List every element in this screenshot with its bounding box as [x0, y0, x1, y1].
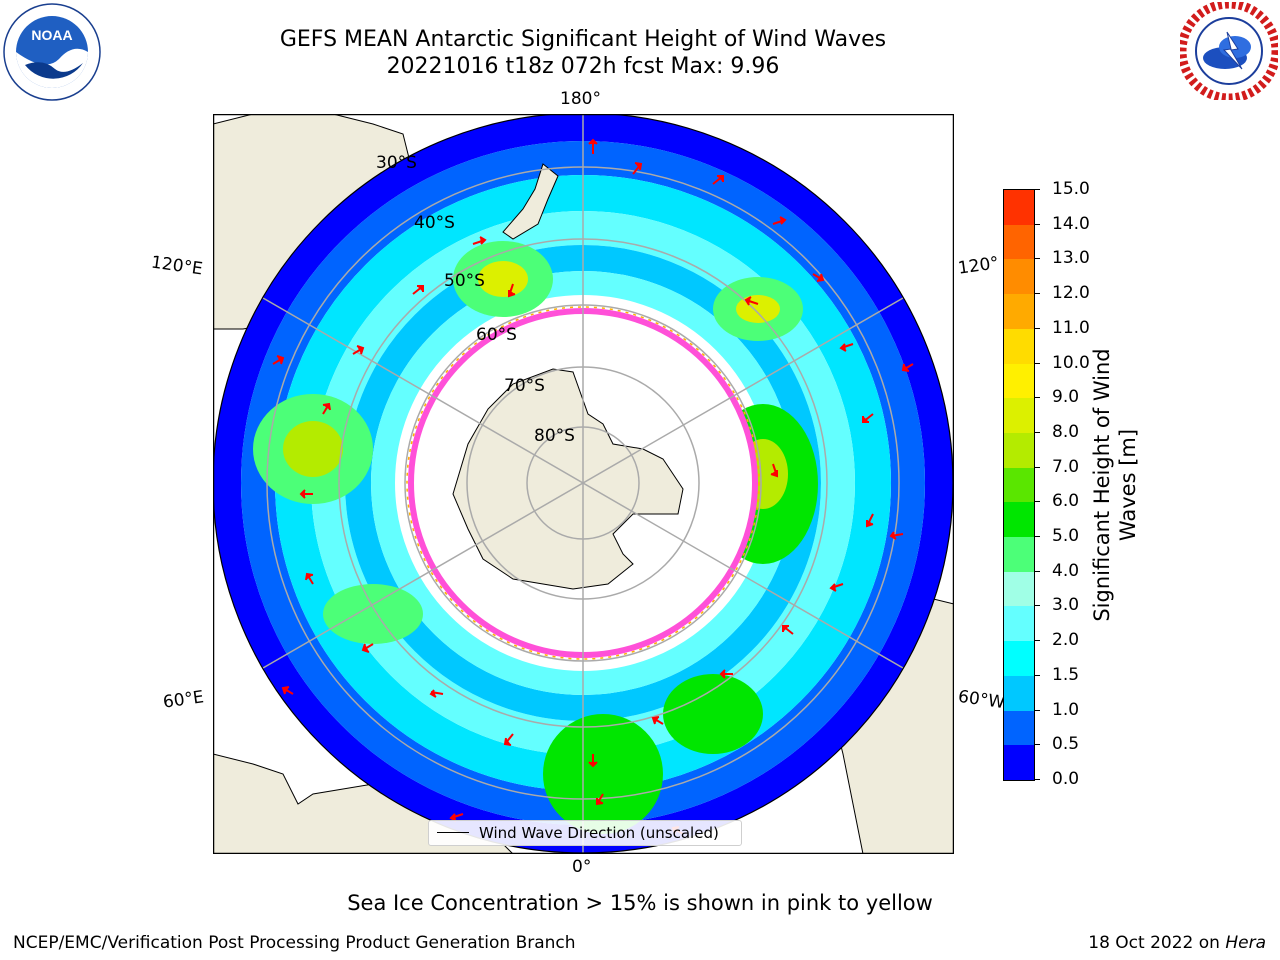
colorbar-segment	[1004, 363, 1034, 399]
colorbar-segment	[1004, 745, 1034, 780]
colorbar-tick-mark	[1034, 674, 1040, 676]
colorbar-tick-label: 11.0	[1052, 317, 1090, 338]
colorbar-segment	[1004, 675, 1034, 711]
colorbar-tick-label: 15.0	[1052, 179, 1090, 199]
colorbar-tick-label: 14.0	[1052, 213, 1090, 234]
colorbar-tick-label: 9.0	[1052, 387, 1080, 408]
footer-date-text: 18 Oct 2022 on	[1088, 933, 1226, 953]
colorbar-tick-label: 4.0	[1052, 560, 1080, 581]
colorbar-segment	[1004, 502, 1034, 538]
lat-label-80s: 80°S	[534, 426, 575, 446]
lat-label-40s: 40°S	[414, 213, 455, 233]
colorbar-segment	[1004, 537, 1034, 572]
lon-label-120w: 120°	[956, 253, 1001, 279]
colorbar-tick-label: 0.5	[1052, 734, 1080, 755]
footer-credit: NCEP/EMC/Verification Post Processing Pr…	[13, 933, 576, 953]
colorbar-tick-mark	[1034, 536, 1040, 538]
colorbar-tick-label: 12.0	[1052, 283, 1090, 304]
polar-map	[212, 113, 955, 855]
lat-label-70s: 70°S	[504, 376, 545, 396]
colorbar-tick-label: 2.0	[1052, 630, 1080, 651]
wind-arrows	[272, 138, 914, 835]
colorbar-tick-label: 8.0	[1052, 421, 1080, 442]
colorbar-tick-mark	[1034, 640, 1040, 642]
colorbar-tick-label: 7.0	[1052, 456, 1080, 477]
colorbar-tick-mark	[1034, 744, 1040, 746]
colorbar-segment	[1004, 641, 1034, 676]
colorbar-tick-label: 10.0	[1052, 352, 1090, 373]
colorbar-tick-mark	[1034, 779, 1040, 780]
colorbar-tick-mark	[1034, 466, 1040, 468]
colorbar-tick-mark	[1034, 605, 1040, 607]
colorbar-tick-label: 6.0	[1052, 491, 1080, 512]
sea-ice-note: Sea Ice Concentration > 15% is shown in …	[347, 891, 933, 915]
nws-logo	[1177, 0, 1280, 103]
noaa-logo-text: NOAA	[31, 27, 72, 43]
map-panel	[212, 113, 955, 855]
colorbar-tick-mark	[1034, 501, 1040, 503]
colorbar-segment	[1004, 294, 1034, 329]
colorbar-segment	[1004, 606, 1034, 642]
colorbar-tick-mark	[1034, 223, 1040, 225]
colorbar-tick-mark	[1034, 189, 1040, 190]
chart-title: GEFS MEAN Antarctic Significant Height o…	[279, 27, 887, 52]
map-legend: Wind Wave Direction (unscaled)	[428, 820, 742, 846]
colorbar-tick-mark	[1034, 258, 1040, 260]
colorbar-tick-mark	[1034, 431, 1040, 433]
colorbar-segment	[1004, 190, 1034, 225]
colorbar-segment	[1004, 224, 1034, 260]
colorbar-segment	[1004, 259, 1034, 295]
colorbar-segment	[1004, 328, 1034, 364]
colorbar-segment	[1004, 467, 1034, 503]
footer-host: Hera	[1225, 933, 1266, 953]
lon-label-0: 0°	[572, 857, 592, 877]
colorbar-tick-label: 1.5	[1052, 664, 1080, 685]
new-zealand-land	[502, 163, 559, 240]
colorbar-segment	[1004, 571, 1034, 607]
colorbar-tick-mark	[1034, 327, 1040, 329]
colorbar-tick-label: 1.0	[1052, 699, 1080, 720]
colorbar-segment	[1004, 710, 1034, 746]
lon-label-120e: 120°E	[149, 252, 204, 280]
lat-label-50s: 50°S	[444, 271, 485, 291]
lat-label-30s: 30°S	[376, 153, 417, 173]
colorbar-tick-label: 3.0	[1052, 595, 1080, 616]
lon-label-60w: 60°W	[956, 686, 1007, 714]
colorbar-tick-mark	[1034, 293, 1040, 295]
colorbar-tick-mark	[1034, 397, 1040, 399]
lon-label-180: 180°	[560, 89, 601, 109]
colorbar-tick-label: 5.0	[1052, 526, 1080, 547]
legend-line-icon	[437, 832, 469, 833]
legend-label: Wind Wave Direction (unscaled)	[479, 824, 719, 842]
chart-subtitle: 20221016 t18z 072h fcst Max: 9.96	[386, 54, 780, 79]
lat-label-60s: 60°S	[476, 325, 517, 345]
lon-label-60e: 60°E	[161, 687, 206, 713]
colorbar-tick-mark	[1034, 709, 1040, 711]
colorbar-segment	[1004, 432, 1034, 468]
noaa-logo: NOAA	[3, 3, 101, 101]
colorbar-tick-mark	[1034, 570, 1040, 572]
footer-date: 18 Oct 2022 on Hera	[1088, 933, 1266, 953]
colorbar	[1003, 189, 1035, 781]
colorbar-label: Significant Height of Wind Waves [m]	[1090, 348, 1140, 622]
colorbar-tick-label: 13.0	[1052, 248, 1090, 269]
colorbar-segment	[1004, 398, 1034, 433]
colorbar-tick-label: 0.0	[1052, 769, 1080, 789]
colorbar-tick-mark	[1034, 362, 1040, 364]
antarctica-land	[452, 368, 684, 590]
